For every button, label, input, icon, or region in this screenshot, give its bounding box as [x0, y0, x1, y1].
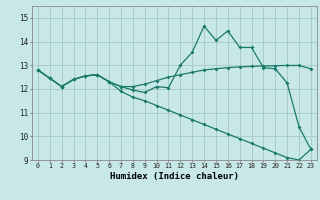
- X-axis label: Humidex (Indice chaleur): Humidex (Indice chaleur): [110, 172, 239, 181]
